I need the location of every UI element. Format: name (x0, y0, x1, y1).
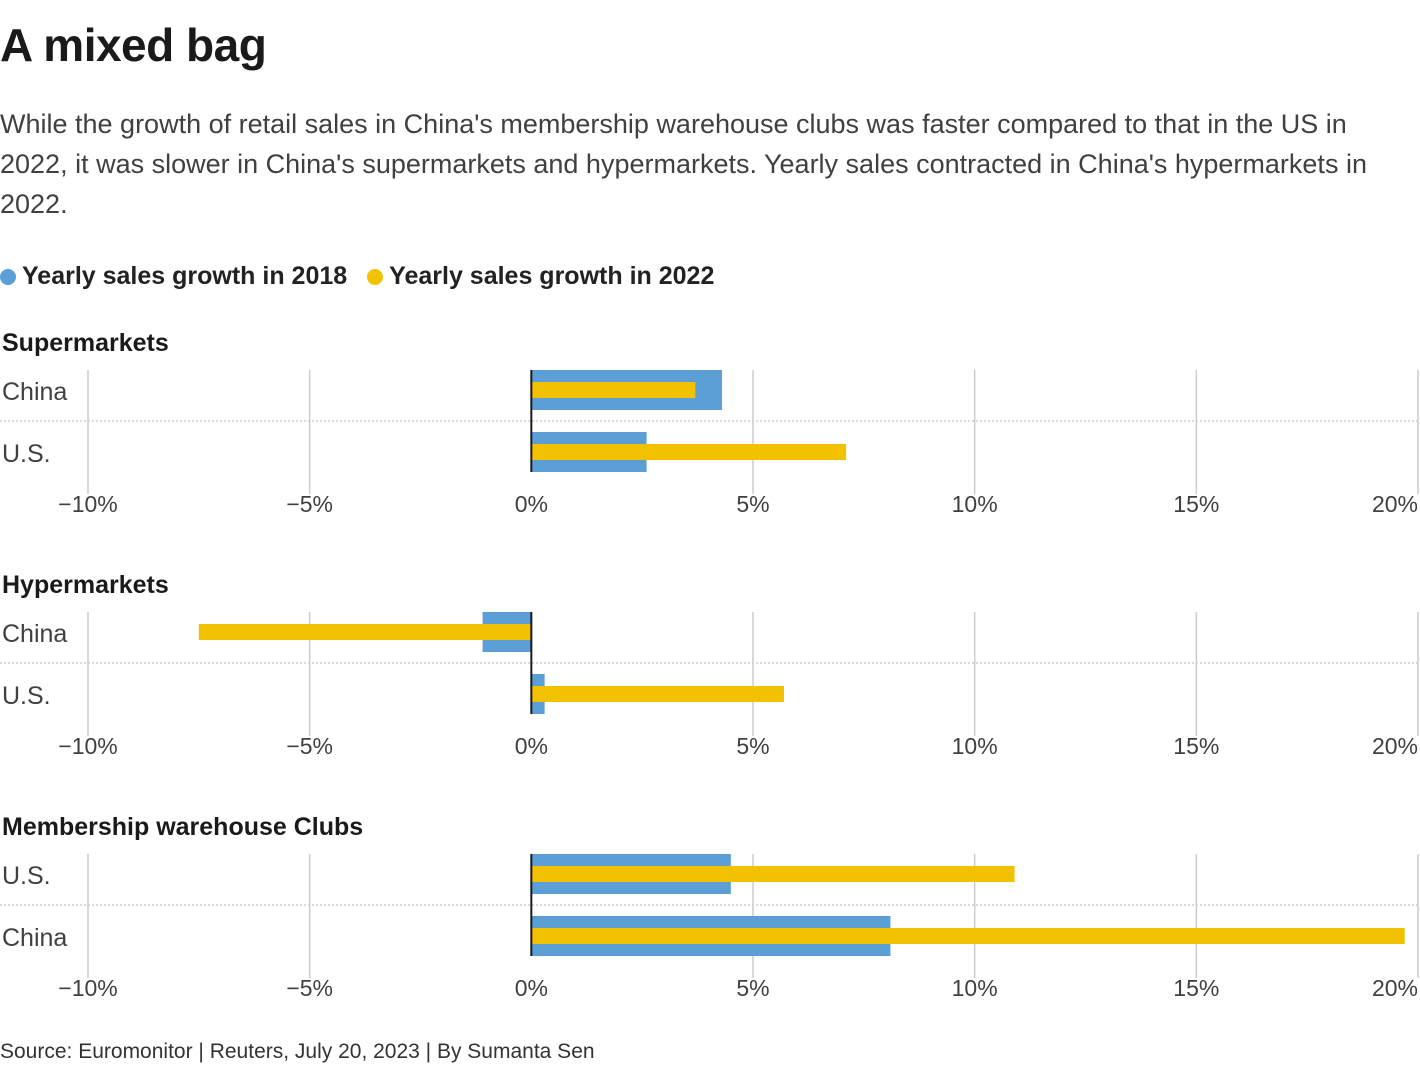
category-label: China (2, 378, 67, 406)
tick-label: 10% (952, 491, 998, 517)
legend-item-2018: Yearly sales growth in 2018 (0, 262, 347, 291)
chart-title: A mixed bag (0, 19, 267, 71)
legend-label-2018: Yearly sales growth in 2018 (22, 262, 348, 290)
category-label: China (2, 924, 67, 952)
tick-label: −5% (286, 491, 333, 517)
category-label: U.S. (2, 682, 51, 710)
panel-title: Hypermarkets (2, 571, 169, 599)
legend-label-2022: Yearly sales growth in 2022 (389, 262, 715, 290)
bar-2022 (531, 382, 696, 398)
tick-label: 0% (515, 491, 548, 517)
tick-label: 20% (1372, 733, 1418, 759)
tick-label: 20% (1372, 975, 1418, 1001)
category-label: China (2, 620, 67, 648)
tick-label: −10% (58, 975, 117, 1001)
tick-label: 20% (1372, 491, 1418, 517)
tick-label: −5% (286, 733, 333, 759)
tick-label: −5% (286, 975, 333, 1001)
panel-title: Membership warehouse Clubs (2, 813, 363, 841)
tick-label: 10% (952, 733, 998, 759)
bar-2022 (531, 866, 1015, 882)
source-note: Source: Euromonitor | Reuters, July 20, … (0, 1040, 595, 1063)
panel-title: Supermarkets (2, 329, 169, 357)
tick-label: 5% (736, 975, 769, 1001)
tick-label: 5% (736, 491, 769, 517)
tick-label: −10% (58, 491, 117, 517)
tick-label: 15% (1173, 733, 1219, 759)
tick-label: 0% (515, 975, 548, 1001)
category-label: U.S. (2, 440, 51, 468)
tick-label: 15% (1173, 975, 1219, 1001)
legend: Yearly sales growth in 2018 Yearly sales… (0, 262, 734, 291)
tick-label: 5% (736, 733, 769, 759)
chart-subtitle: While the growth of retail sales in Chin… (0, 109, 1367, 219)
tick-label: 15% (1173, 491, 1219, 517)
legend-item-2022: Yearly sales growth in 2022 (367, 262, 714, 291)
legend-dot-2018 (0, 268, 16, 285)
bar-2022 (198, 624, 532, 640)
category-label: U.S. (2, 862, 51, 890)
tick-label: 10% (952, 975, 998, 1001)
bar-2022 (531, 686, 785, 702)
legend-dot-2022 (367, 268, 384, 285)
bar-2022 (531, 444, 847, 460)
bar-2022 (531, 928, 1405, 944)
tick-label: 0% (515, 733, 548, 759)
tick-label: −10% (58, 733, 117, 759)
